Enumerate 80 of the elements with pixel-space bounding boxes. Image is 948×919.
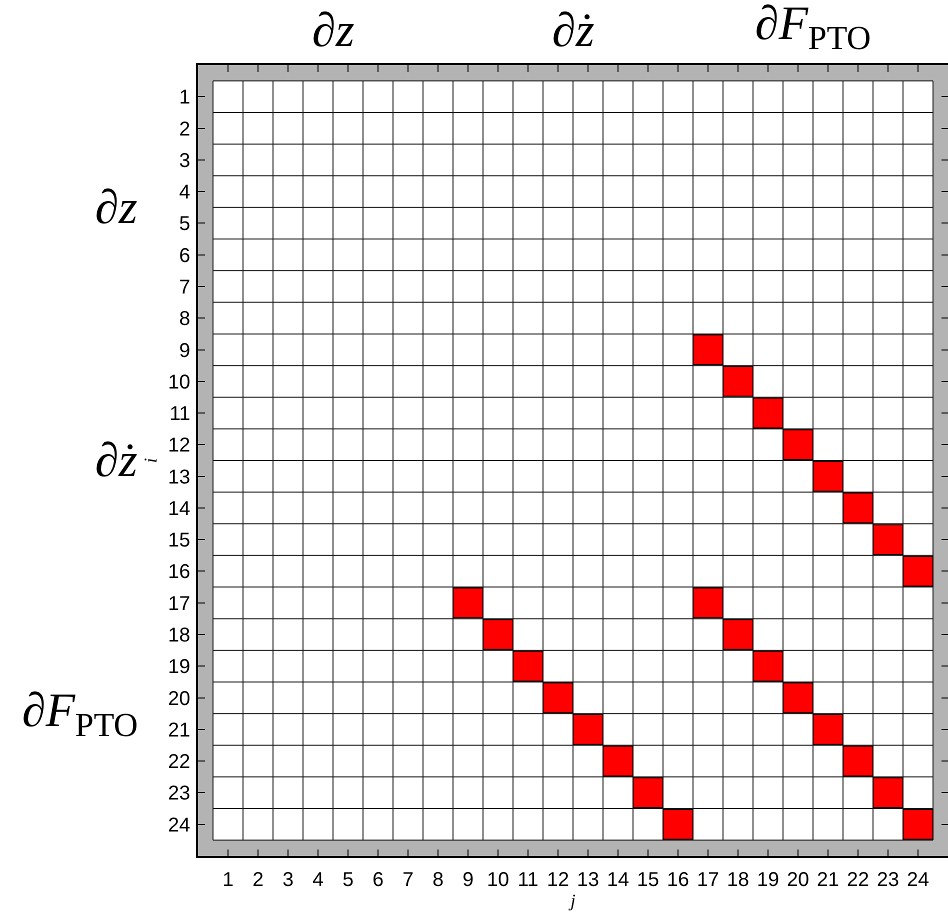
x-tick-label: 22 — [846, 868, 870, 891]
y-tick-label: 21 — [168, 719, 190, 742]
x-tick-label: 16 — [666, 868, 690, 891]
y-tick-label: 5 — [179, 213, 190, 236]
x-tick-label: 8 — [432, 868, 444, 891]
x-tick-label: 13 — [576, 868, 600, 891]
point — [572, 714, 604, 745]
x-tick-label: 18 — [726, 868, 750, 891]
point — [692, 587, 724, 618]
x-tick-label: 12 — [546, 868, 570, 891]
point — [812, 460, 844, 492]
point — [752, 398, 784, 428]
point — [782, 682, 814, 714]
text: ∂ż — [95, 434, 138, 487]
y-tick-label: 3 — [179, 150, 190, 172]
x-tick-label: 11 — [518, 868, 538, 891]
point — [692, 334, 724, 366]
point — [902, 808, 934, 840]
point — [482, 619, 514, 650]
y-tick-label: 19 — [168, 656, 190, 678]
point — [452, 587, 484, 618]
point — [722, 366, 754, 397]
y-tick-label: 24 — [168, 814, 190, 836]
y-tick-label: 4 — [179, 182, 190, 204]
x-tick-label: 14 — [606, 868, 630, 891]
y-tick-label: 22 — [168, 751, 190, 774]
y-tick-label: 16 — [168, 561, 190, 584]
y-tick-label: 1 — [179, 86, 190, 109]
text: ∂F$_{PTO}$ — [755, 0, 871, 58]
y-tick-label: 23 — [168, 782, 190, 805]
y-tick-label: 11 — [169, 403, 190, 426]
x-tick-label: 20 — [786, 868, 810, 891]
x-tick-label: 19 — [756, 868, 780, 891]
point — [602, 746, 634, 776]
text: ∂ż — [552, 4, 595, 57]
point — [752, 650, 784, 682]
x-tick-label: 23 — [876, 868, 900, 891]
y-tick-label: 18 — [168, 624, 190, 647]
text: ∂F$_{PTO}$ — [22, 684, 138, 744]
y-tick-label: 7 — [179, 276, 190, 298]
point — [722, 619, 754, 650]
x-tick-label: 24 — [906, 868, 930, 891]
x-axis-title: j — [568, 890, 576, 911]
y-tick-label: 17 — [168, 592, 190, 615]
point — [842, 492, 874, 524]
x-tick-label: 2 — [252, 868, 264, 891]
point — [782, 429, 814, 460]
point — [902, 556, 934, 587]
x-tick-label: 5 — [342, 868, 354, 891]
y-tick-label: 10 — [168, 371, 190, 394]
x-tick-label: 7 — [402, 868, 414, 891]
x-tick-label: 10 — [486, 868, 510, 891]
text: ∂z — [95, 181, 138, 234]
x-tick-label: 3 — [282, 868, 294, 891]
y-tick-label: 15 — [168, 530, 190, 552]
y-tick-label: 13 — [168, 466, 190, 488]
y-tick-label: 2 — [179, 118, 190, 140]
x-tick-label: 17 — [696, 868, 720, 891]
y-tick-label: 14 — [168, 498, 190, 520]
point — [662, 808, 694, 840]
y-tick-label: 12 — [168, 434, 190, 457]
x-tick-label: 1 — [222, 868, 234, 891]
point — [842, 746, 874, 776]
x-tick-label: 6 — [372, 868, 384, 891]
x-tick-label: 4 — [312, 868, 324, 891]
point — [872, 524, 904, 556]
x-tick-label: 9 — [462, 868, 474, 891]
y-tick-label: 9 — [179, 340, 190, 362]
point — [812, 714, 844, 745]
y-tick-label: 8 — [179, 308, 190, 330]
text: ∂z — [312, 4, 355, 57]
point — [872, 777, 904, 808]
y-tick-label: 20 — [168, 688, 190, 710]
point — [632, 777, 664, 808]
y-tick-label: 6 — [179, 244, 190, 267]
x-tick-label: 21 — [816, 868, 840, 891]
point — [512, 650, 544, 682]
x-tick-label: 15 — [636, 868, 660, 891]
y-axis-title: i — [140, 458, 161, 464]
point — [542, 682, 574, 714]
